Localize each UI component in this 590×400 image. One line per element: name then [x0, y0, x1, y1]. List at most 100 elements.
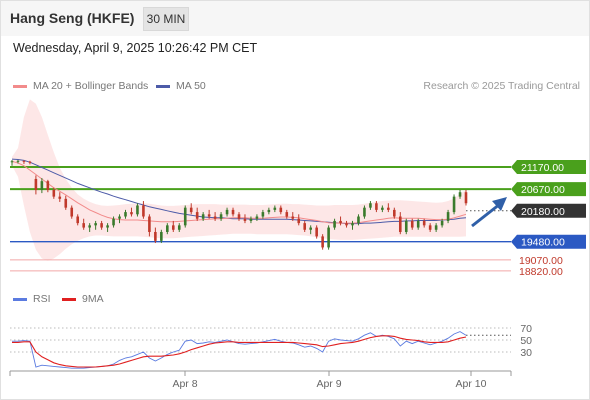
candle [267, 207, 271, 215]
candle-body [195, 212, 199, 219]
candle-body [327, 227, 330, 248]
candle-body [440, 220, 444, 226]
candle-body [207, 214, 211, 217]
candle [452, 194, 456, 215]
candle [82, 218, 85, 230]
legend-ma20-label: MA 20 + Bollinger Bands [33, 80, 149, 92]
candle-body [16, 160, 20, 162]
level-tag-current: 20180.00 [511, 203, 586, 218]
level-tag-support: 19480.00 [511, 234, 586, 249]
candle [309, 225, 312, 235]
level-tag-label: 20670.00 [521, 184, 565, 196]
candle [16, 159, 20, 164]
candle [381, 205, 384, 213]
candle [177, 223, 181, 232]
candle [404, 218, 408, 235]
candle [369, 201, 372, 210]
legend-9ma: 9MA [62, 293, 104, 305]
candle [142, 201, 145, 219]
candle [171, 220, 175, 232]
rsi-tick-label: 30 [520, 347, 532, 359]
candle [357, 214, 360, 226]
candle-body [410, 220, 414, 228]
legend-ma20: MA 20 + Bollinger Bands [13, 80, 148, 92]
candle [345, 220, 348, 228]
candle [124, 209, 127, 219]
candle-body [136, 205, 139, 215]
level-tag-bg [511, 203, 586, 218]
candle-body [64, 198, 68, 208]
candle [34, 175, 38, 195]
candle-body [106, 225, 109, 228]
level-label-target: 19070.00 [519, 255, 563, 267]
candle [321, 234, 324, 250]
candle-body [148, 216, 151, 232]
candle [416, 218, 420, 230]
rsi-swatch [13, 297, 27, 301]
candle [422, 218, 426, 228]
candle-body [154, 231, 157, 241]
candle-body [285, 212, 289, 217]
candle-body [189, 207, 193, 213]
candle-body [351, 223, 354, 226]
candle-body [404, 220, 408, 232]
candle-body [183, 207, 187, 226]
rsi-ma-line [12, 335, 467, 368]
candle [225, 207, 229, 217]
candle [273, 205, 277, 213]
candle [154, 227, 157, 244]
candle [237, 212, 241, 221]
candle-body [160, 231, 163, 241]
candle [52, 187, 56, 199]
candle [213, 212, 217, 221]
candle [219, 212, 223, 221]
candle-body [255, 216, 259, 219]
candle-body [28, 161, 32, 163]
candle-body [387, 207, 390, 210]
candle-body [22, 160, 26, 162]
candle-body [130, 212, 133, 215]
legend-rsi-label: RSI [33, 293, 51, 305]
candle [183, 205, 187, 228]
candle [327, 225, 330, 250]
ma9-swatch [62, 297, 76, 301]
candle [231, 207, 235, 217]
interval-button[interactable]: 30 MIN [143, 7, 189, 31]
candle-body [118, 216, 121, 219]
candle [118, 214, 121, 224]
level-tag-label: 19480.00 [521, 237, 565, 249]
level-tag-bg [511, 182, 586, 197]
candle-body [112, 218, 115, 226]
candle [28, 160, 32, 165]
candle-body [375, 203, 378, 210]
level-tag-bg [511, 160, 586, 175]
candle-body [225, 209, 229, 215]
candle-body [52, 190, 56, 197]
candle-body [315, 227, 318, 237]
candle-body [261, 212, 265, 217]
level-tag-bg [511, 234, 586, 249]
candle [410, 218, 414, 230]
candle-body [416, 220, 420, 228]
candle-body [303, 223, 307, 230]
candle [285, 209, 289, 219]
candle-body [363, 207, 366, 217]
candle [58, 192, 62, 202]
candle-body [166, 225, 169, 232]
rsi-line [12, 331, 467, 369]
candle-body [219, 214, 223, 219]
candle-body [10, 161, 14, 163]
instrument-title: Hang Seng (HKFE) [10, 10, 135, 26]
candle [64, 195, 68, 210]
candle [446, 209, 450, 224]
candle [333, 218, 336, 230]
candle-body [279, 207, 283, 213]
level-tag-label: 20180.00 [521, 206, 565, 218]
candle-body [273, 207, 277, 210]
candle-body [434, 225, 438, 230]
candle [458, 190, 462, 199]
candle [398, 212, 402, 235]
candle-body [249, 218, 253, 221]
candle-body [369, 203, 372, 208]
